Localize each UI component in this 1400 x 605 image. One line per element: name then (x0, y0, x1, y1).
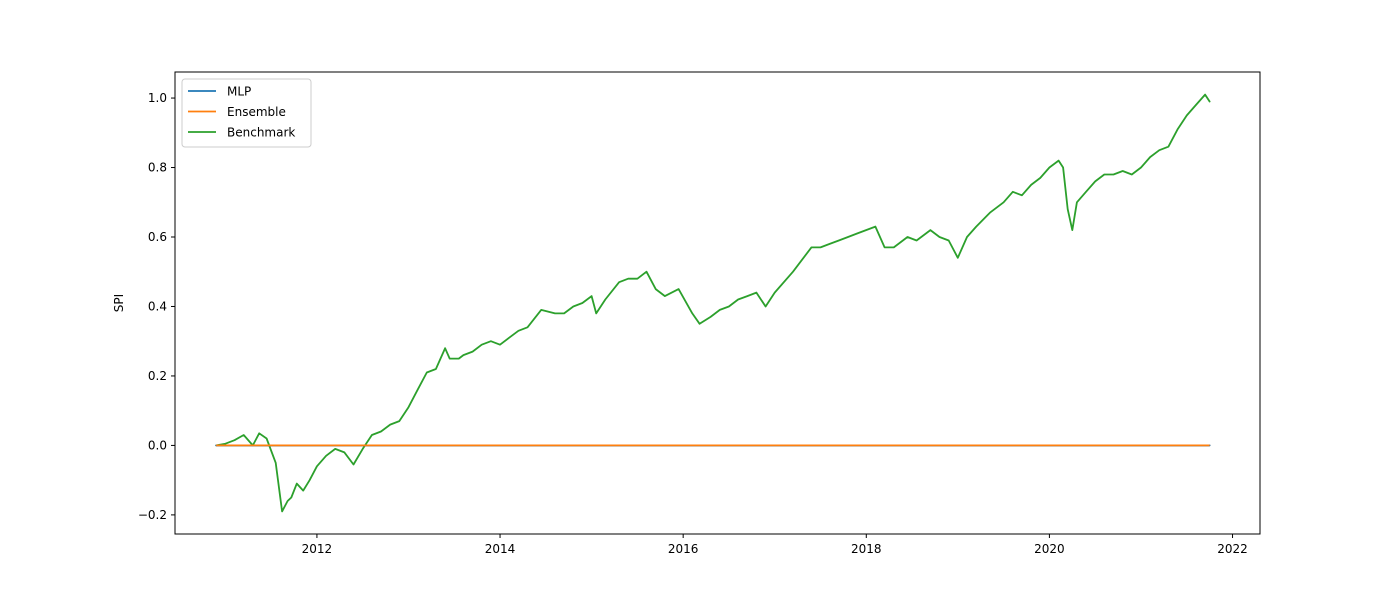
legend-label-mlp: MLP (227, 85, 251, 99)
x-tick-label: 2018 (851, 542, 882, 556)
legend: MLP Ensemble Benchmark (181, 78, 312, 148)
series-layer (215, 93, 1211, 513)
y-axis: −0.2 0.0 0.2 0.4 0.6 0.8 1.0 (138, 91, 175, 522)
legend-label-ensemble: Ensemble (227, 105, 286, 119)
plot-frame (174, 71, 1261, 535)
x-tick-label: 2014 (485, 542, 516, 556)
y-tick-label: 0.2 (148, 369, 167, 383)
x-axis: 2012 2014 2016 2018 2020 2022 (302, 534, 1248, 556)
legend-box (181, 78, 312, 148)
y-axis-label: SPI (112, 294, 126, 312)
x-tick-label: 2020 (1034, 542, 1065, 556)
y-tick-label: 0.6 (148, 230, 167, 244)
legend-label-benchmark: Benchmark (227, 126, 295, 140)
y-tick-label: 0.4 (148, 299, 167, 313)
y-tick-label: 1.0 (148, 91, 167, 105)
y-tick-label: 0.0 (148, 438, 167, 452)
y-tick-label: −0.2 (138, 508, 167, 522)
y-tick-label: 0.8 (148, 161, 167, 175)
x-tick-label: 2016 (668, 542, 699, 556)
x-tick-label: 2022 (1217, 542, 1248, 556)
x-tick-label: 2012 (302, 542, 333, 556)
series-line-benchmark (215, 93, 1211, 513)
